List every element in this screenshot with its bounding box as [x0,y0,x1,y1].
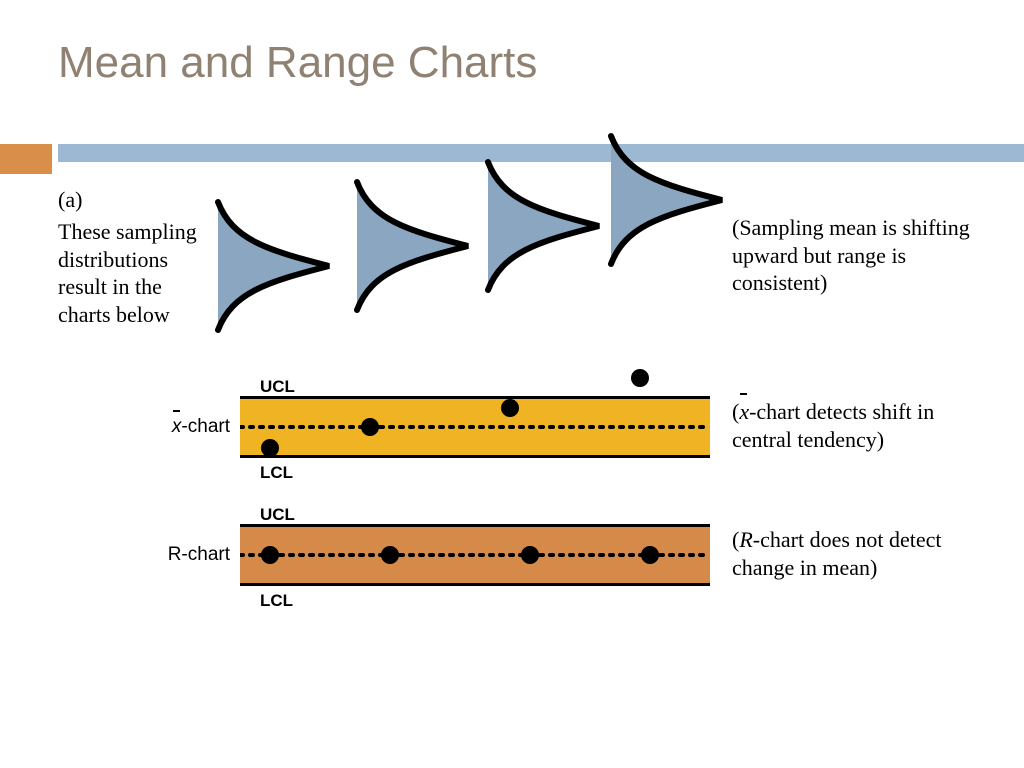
r-chart-lcl-line [240,583,710,586]
r-chart-label: R-chart [120,543,230,567]
data-point [261,546,279,564]
x-chart-note: (x-chart detects shift in central tenden… [732,398,960,453]
data-point [381,546,399,564]
data-point [501,399,519,417]
data-point [631,369,649,387]
x-chart-ucl-line [240,396,710,399]
r-chart-ucl-label: UCL [260,504,295,525]
r-chart-note: (R-chart does not detect change in mean) [732,526,960,581]
r-chart-centerline [240,553,710,557]
x-chart [240,398,710,456]
data-point [261,439,279,457]
r-chart [240,526,710,584]
x-chart-label: x-chart [120,415,230,439]
x-chart-lcl-label: LCL [260,462,293,483]
data-point [521,546,539,564]
r-chart-ucl-line [240,524,710,527]
x-chart-lcl-line [240,455,710,458]
r-chart-lcl-label: LCL [260,590,293,611]
data-point [361,418,379,436]
x-chart-ucl-label: UCL [260,376,295,397]
x-chart-centerline [240,425,710,429]
slide: { "title": { "text": "Mean and Range Cha… [0,0,1024,768]
distributions [0,0,1024,400]
data-point [641,546,659,564]
